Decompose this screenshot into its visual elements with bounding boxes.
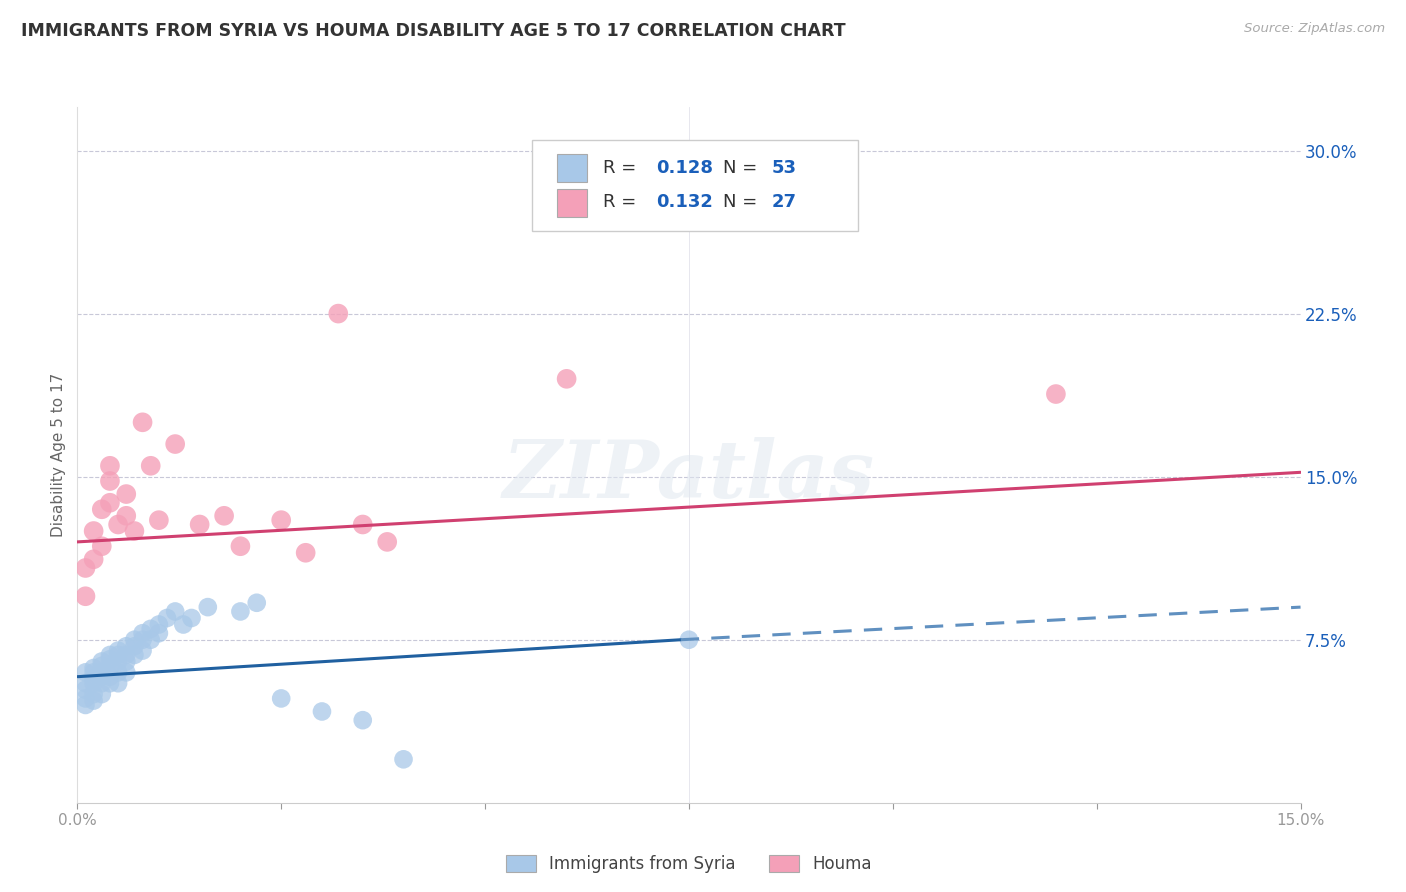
Point <box>107 665 129 680</box>
Point <box>131 415 153 429</box>
Point <box>75 691 97 706</box>
Point <box>90 502 112 516</box>
Point <box>90 676 112 690</box>
Point <box>131 643 153 657</box>
Point <box>115 648 138 662</box>
Point <box>148 626 170 640</box>
Point <box>98 474 121 488</box>
Point <box>139 458 162 473</box>
Point <box>375 535 398 549</box>
Point <box>90 687 112 701</box>
Point <box>98 496 121 510</box>
Point <box>115 487 138 501</box>
Point <box>131 632 153 647</box>
Point <box>352 517 374 532</box>
Point <box>107 676 129 690</box>
Point <box>98 652 121 666</box>
Text: ZIPatlas: ZIPatlas <box>503 437 875 515</box>
Point <box>75 676 97 690</box>
Point <box>107 643 129 657</box>
Point <box>212 508 235 523</box>
Point <box>1045 387 1067 401</box>
Point <box>98 661 121 675</box>
Point <box>83 672 105 686</box>
Point <box>678 632 700 647</box>
FancyBboxPatch shape <box>533 140 858 231</box>
Point <box>98 648 121 662</box>
Point <box>115 665 138 680</box>
FancyBboxPatch shape <box>557 154 588 182</box>
FancyBboxPatch shape <box>557 189 588 217</box>
Point <box>83 552 105 566</box>
Point <box>246 596 269 610</box>
Point <box>83 661 105 675</box>
Point <box>83 665 105 680</box>
Point <box>98 458 121 473</box>
Point <box>107 655 129 669</box>
Point <box>90 665 112 680</box>
Point <box>165 437 187 451</box>
Point <box>180 611 202 625</box>
Point <box>75 561 97 575</box>
Text: 0.128: 0.128 <box>657 159 713 177</box>
Point <box>107 517 129 532</box>
Point <box>131 626 153 640</box>
Text: 0.132: 0.132 <box>657 194 713 211</box>
Point <box>83 676 105 690</box>
Point <box>555 372 578 386</box>
Point <box>90 655 112 669</box>
Text: IMMIGRANTS FROM SYRIA VS HOUMA DISABILITY AGE 5 TO 17 CORRELATION CHART: IMMIGRANTS FROM SYRIA VS HOUMA DISABILIT… <box>21 22 846 40</box>
Y-axis label: Disability Age 5 to 17: Disability Age 5 to 17 <box>51 373 66 537</box>
Point <box>172 617 194 632</box>
Point <box>90 539 112 553</box>
Point <box>98 676 121 690</box>
Point <box>270 513 292 527</box>
Point <box>83 524 105 538</box>
Point <box>139 632 162 647</box>
Legend: Immigrants from Syria, Houma: Immigrants from Syria, Houma <box>498 847 880 881</box>
Point <box>115 655 138 669</box>
Point <box>156 611 179 625</box>
Point <box>311 705 333 719</box>
Point <box>270 691 292 706</box>
Point <box>75 665 97 680</box>
Point <box>115 508 138 523</box>
Point <box>75 589 97 603</box>
Point <box>294 546 316 560</box>
Text: 53: 53 <box>772 159 797 177</box>
Text: N =: N = <box>723 159 763 177</box>
Point <box>83 687 105 701</box>
Point <box>328 307 350 321</box>
Point <box>107 648 129 662</box>
Point <box>75 682 97 697</box>
Point <box>98 670 121 684</box>
Point <box>229 539 252 553</box>
Point <box>124 648 146 662</box>
Point <box>165 605 187 619</box>
Point <box>148 513 170 527</box>
Point <box>392 752 415 766</box>
Point <box>124 639 146 653</box>
Point <box>188 517 211 532</box>
Text: 27: 27 <box>772 194 797 211</box>
Point <box>139 622 162 636</box>
Point <box>115 639 138 653</box>
Text: N =: N = <box>723 194 763 211</box>
Point <box>90 658 112 673</box>
Point <box>229 605 252 619</box>
Text: R =: R = <box>603 194 643 211</box>
Text: Source: ZipAtlas.com: Source: ZipAtlas.com <box>1244 22 1385 36</box>
Point <box>90 670 112 684</box>
Point <box>124 632 146 647</box>
Point <box>197 600 219 615</box>
Text: R =: R = <box>603 159 643 177</box>
Point <box>148 617 170 632</box>
Point <box>352 713 374 727</box>
Point <box>124 524 146 538</box>
Point <box>75 698 97 712</box>
Point <box>83 693 105 707</box>
